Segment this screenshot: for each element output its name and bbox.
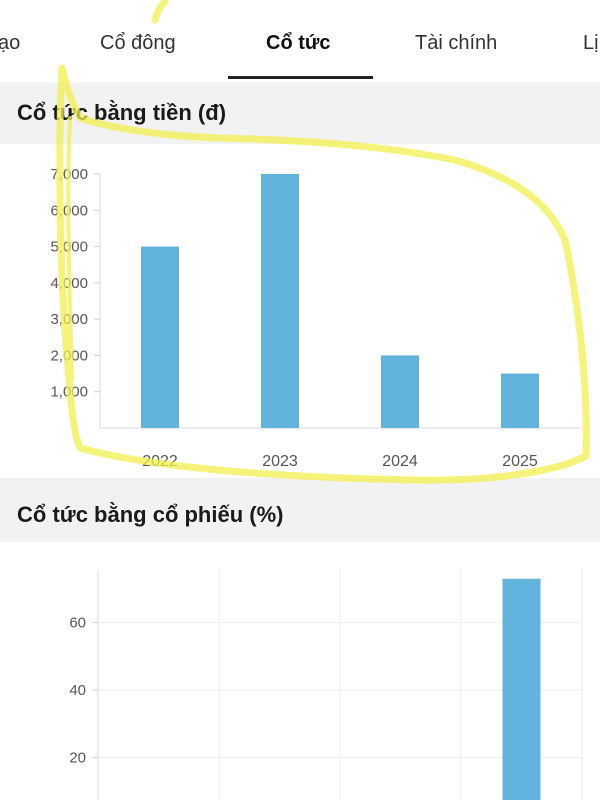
tab-bar: ạo Cổ đông Cổ tức Tài chính Lị: [0, 0, 600, 82]
cash-dividend-chart: 1,000 2,000 3,000 4,000 5,000 6,000 7,000 2022 2…: [50, 166, 580, 470]
y-tick-label: 40: [69, 682, 86, 699]
y-tick-label: 60: [69, 615, 86, 632]
y-tick-label: 1,000: [50, 384, 88, 401]
stock-dividend-chart-area: 20 40 60: [0, 542, 600, 800]
stock-dividend-title: Cổ tức bằng cổ phiếu (%): [17, 502, 284, 527]
y-tick-label: 7,000: [50, 166, 88, 183]
tab-shareholders[interactable]: Cổ đông: [100, 32, 176, 54]
bar-2025[interactable]: [502, 578, 541, 800]
y-tick-label: 6,000: [50, 202, 88, 219]
cash-dividend-title: Cổ tức bằng tiền (đ): [17, 100, 227, 125]
tab-dividends[interactable]: Cổ tức: [266, 32, 331, 54]
bar-2025[interactable]: [501, 373, 539, 428]
stock-dividend-header: Cổ tức bằng cổ phiếu (%): [0, 478, 600, 542]
y-tick-label: 3,000: [50, 311, 88, 328]
cash-dividend-chart-area: 1,000 2,000 3,000 4,000 5,000 6,000 7,000 2022 2…: [0, 144, 600, 478]
cash-dividend-header: Cổ tức bằng tiền (đ): [0, 82, 600, 144]
bar-2022[interactable]: [141, 246, 179, 428]
active-tab-indicator: [228, 76, 373, 79]
bar-2024[interactable]: [381, 355, 419, 428]
tab-financials[interactable]: Tài chính: [415, 32, 498, 54]
y-tick-label: 2,000: [50, 347, 88, 364]
x-tick-label: 2022: [142, 453, 178, 470]
y-tick-label: 4,000: [50, 275, 88, 292]
x-tick-label: 2025: [502, 453, 538, 470]
tab-history[interactable]: Lị: [583, 32, 599, 54]
tab-overview[interactable]: ạo: [0, 32, 21, 54]
y-tick-label: 20: [69, 750, 86, 767]
x-tick-label: 2024: [382, 453, 418, 470]
x-tick-label: 2023: [262, 453, 298, 470]
bar-2023[interactable]: [261, 174, 299, 428]
stock-dividend-chart: 20 40 60: [69, 568, 583, 800]
y-tick-label: 5,000: [50, 239, 88, 256]
